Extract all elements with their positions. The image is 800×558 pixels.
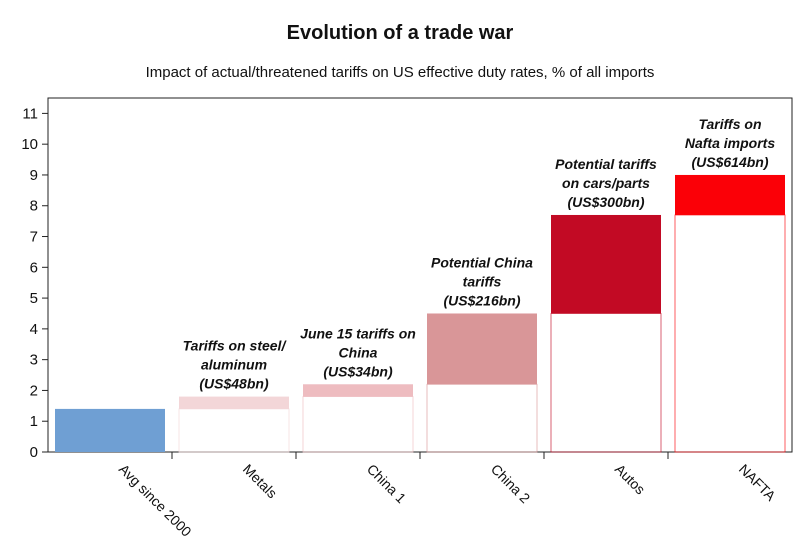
x-category-label: Avg since 2000 <box>116 461 195 540</box>
bar <box>675 174 785 215</box>
chart-subtitle: Impact of actual/threatened tariffs on U… <box>145 64 655 81</box>
bar-annotation: Potential China <box>431 254 533 270</box>
bar-annotation: June 15 tariffs on <box>300 325 416 341</box>
bar-base-outline <box>550 313 662 453</box>
y-tick-label: 3 <box>30 352 38 369</box>
bar-base-outline <box>674 214 786 453</box>
bar <box>427 313 537 385</box>
y-tick-label: 2 <box>30 382 38 399</box>
bar-annotation: aluminum <box>201 357 267 373</box>
bar-annotation: (US$614bn) <box>691 154 768 170</box>
y-tick-label: 4 <box>30 321 38 338</box>
chart-title: Evolution of a trade war <box>286 22 514 44</box>
bar-annotation: tariffs <box>463 273 502 289</box>
x-category-label: NAFTA <box>736 461 779 504</box>
bar <box>303 384 413 397</box>
bar-base-outline <box>426 383 538 453</box>
bar-annotation: (US$48bn) <box>199 376 269 392</box>
plot-frame <box>47 97 793 453</box>
bar-annotation: (US$216bn) <box>443 292 520 308</box>
y-tick-label: 9 <box>30 167 38 184</box>
y-tick-label: 0 <box>30 444 38 461</box>
x-category-label: Metals <box>240 461 280 501</box>
x-category-label: Autos <box>612 461 649 498</box>
bar <box>179 396 289 409</box>
bar-annotation: Potential tariffs <box>555 156 657 172</box>
x-category-label: China 2 <box>488 461 534 507</box>
x-category-label: China 1 <box>364 461 410 507</box>
bar <box>551 214 661 314</box>
y-tick-label: 8 <box>30 198 38 215</box>
y-tick-label: 5 <box>30 290 38 307</box>
bar-base-outline <box>302 396 414 453</box>
y-tick-label: 6 <box>30 259 38 276</box>
bar-annotation: on cars/parts <box>562 175 650 191</box>
bar-annotation: Tariffs on <box>698 116 761 132</box>
bar-annotation: (US$300bn) <box>567 194 644 210</box>
bar <box>55 408 165 452</box>
y-tick-label: 10 <box>21 136 38 153</box>
bar-annotation: Nafta imports <box>685 135 775 151</box>
bar-base-outline <box>178 408 290 453</box>
y-tick-label: 1 <box>30 413 38 430</box>
bar-annotation: China <box>339 344 378 360</box>
bar-annotation: Tariffs on steel/ <box>183 338 288 354</box>
y-tick-label: 7 <box>30 229 38 246</box>
y-tick-label: 11 <box>22 105 38 122</box>
bar-annotation: (US$34bn) <box>323 363 393 379</box>
